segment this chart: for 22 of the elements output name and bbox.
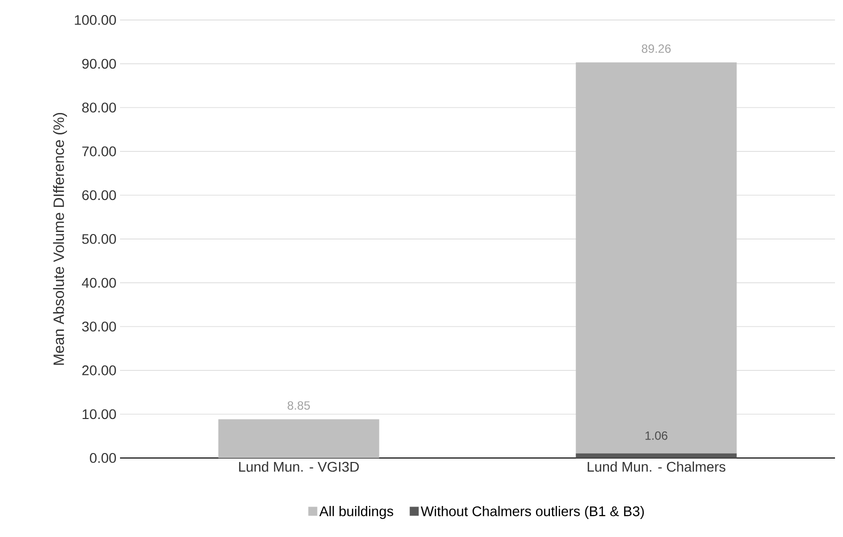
y-tick-label: 60.00 (82, 190, 116, 200)
y-tick-label: 50.00 (82, 234, 116, 244)
y-tick-label: 20.00 (82, 365, 116, 376)
y-tick-label: 0.00 (90, 453, 116, 463)
bar (576, 62, 737, 454)
bar (576, 453, 737, 458)
x-tick-label: Lund Mun. - VGI3D (239, 462, 359, 472)
legend-label: All buildings (319, 506, 394, 519)
data-label: 8.85 (288, 401, 310, 410)
y-tick-label: 70.00 (82, 146, 116, 156)
data-label: 1.06 (646, 431, 668, 440)
y-tick-label: 80.00 (82, 102, 116, 113)
legend-label: Without Chalmers outliers (B1 & B3) (420, 506, 644, 519)
y-tick-label: 40.00 (82, 278, 116, 288)
data-label: 89.26 (642, 44, 671, 53)
y-tick-label: 10.00 (82, 409, 116, 420)
bar (218, 419, 380, 458)
y-tick-label: 30.00 (82, 322, 116, 332)
y-tick-label: 100.00 (74, 15, 116, 25)
x-tick-label: Lund Mun. - Chalmers (588, 462, 726, 472)
y-tick-label: 90.00 (82, 58, 116, 69)
y-axis-title: Mean Absolute Volume DIfference (%) (53, 113, 67, 365)
